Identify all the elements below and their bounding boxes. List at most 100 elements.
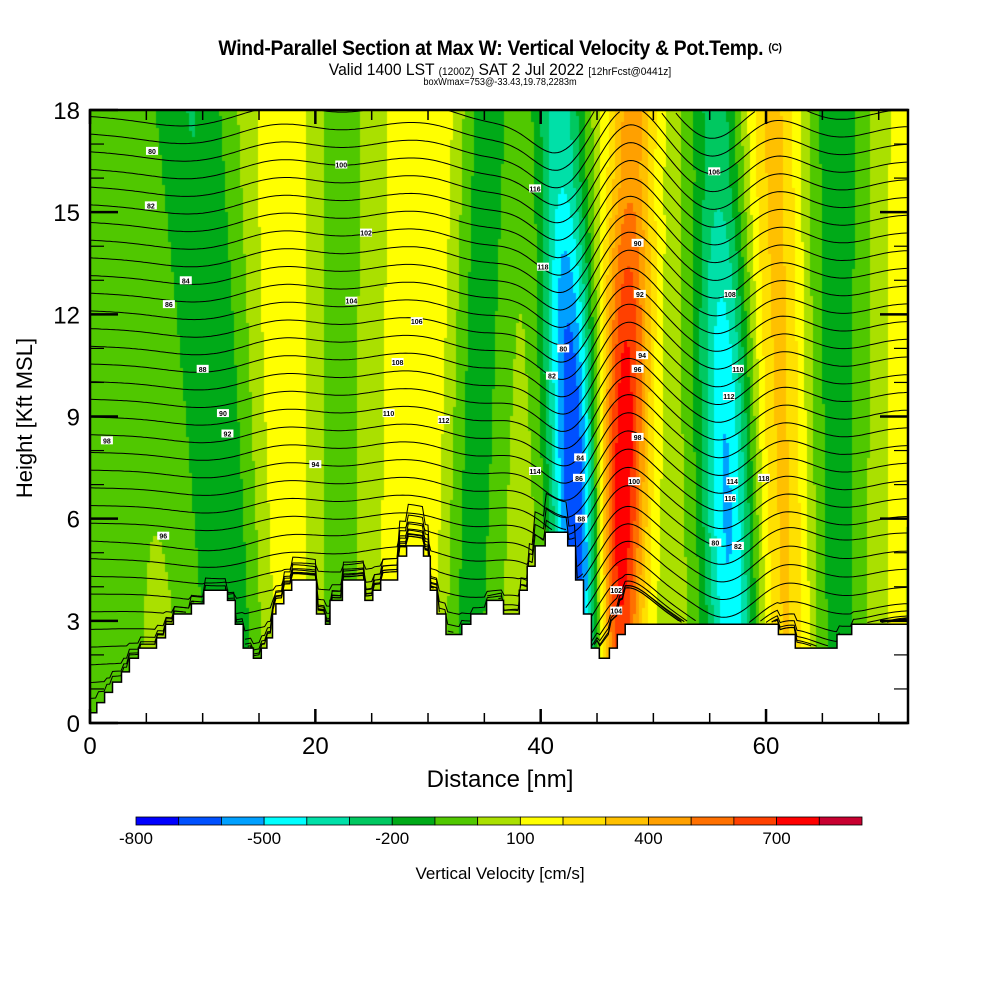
svg-text:88: 88 bbox=[199, 367, 207, 374]
theta-contour-label: 104 bbox=[610, 606, 623, 616]
y-axis-label: Height [Kft MSL] bbox=[12, 337, 37, 499]
theta-contour-line bbox=[89, 110, 907, 171]
theta-contour-label: 88 bbox=[196, 364, 209, 374]
svg-text:118: 118 bbox=[758, 476, 769, 483]
colorbar-tick-label: -200 bbox=[375, 829, 409, 848]
theta-contour-label: 106 bbox=[410, 317, 423, 326]
svg-text:94: 94 bbox=[638, 353, 646, 360]
svg-text:102: 102 bbox=[360, 231, 372, 238]
theta-contour-line bbox=[89, 339, 907, 415]
colorbar-tick-label: 100 bbox=[506, 829, 534, 848]
theta-contour-label: 100 bbox=[335, 160, 348, 169]
theta-contour-label: 116 bbox=[529, 184, 542, 193]
x-axis-label: Distance [nm] bbox=[426, 766, 574, 793]
theta-contour-line bbox=[89, 412, 907, 484]
svg-text:114: 114 bbox=[727, 479, 738, 486]
svg-text:84: 84 bbox=[576, 455, 584, 462]
svg-text:88: 88 bbox=[577, 517, 585, 524]
colorbar-segment bbox=[221, 816, 265, 826]
colorbar-segment bbox=[349, 816, 393, 826]
theta-contour-line bbox=[89, 375, 907, 450]
theta-contour-label: 92 bbox=[633, 289, 646, 299]
svg-text:116: 116 bbox=[529, 186, 540, 193]
colorbar-label: Vertical Velocity [cm/s] bbox=[415, 864, 585, 883]
axis-ticks: 0 20 40 60 0 3 6 9 12 15 18 bbox=[53, 98, 908, 760]
theta-contour-label: 88 bbox=[575, 514, 588, 524]
colorbar-tick-label: 400 bbox=[634, 829, 662, 848]
colorbar-segment bbox=[690, 816, 735, 826]
title-text: Wind-Parallel Section at Max W: Vertical… bbox=[218, 37, 764, 60]
colorbar-tick-label: -800 bbox=[119, 829, 153, 848]
svg-text:110: 110 bbox=[383, 411, 394, 418]
svg-text:108: 108 bbox=[392, 360, 404, 367]
colorbar-segment bbox=[776, 816, 820, 826]
theta-contour-line bbox=[89, 505, 907, 567]
svg-text:112: 112 bbox=[438, 418, 449, 425]
colorbar-segment bbox=[263, 816, 308, 826]
theta-contour-line bbox=[90, 533, 907, 634]
theta-contour-label: 110 bbox=[731, 364, 744, 374]
colorbar-segment bbox=[434, 816, 479, 826]
svg-text:106: 106 bbox=[411, 319, 423, 326]
theta-contour-label: 82 bbox=[144, 201, 157, 210]
theta-contour-label: 114 bbox=[726, 477, 739, 486]
svg-text:82: 82 bbox=[734, 544, 742, 551]
theta-contour-label: 112 bbox=[722, 392, 735, 401]
theta-contour-label: 80 bbox=[145, 146, 158, 156]
theta-contour-label: 106 bbox=[708, 167, 721, 176]
theta-contour-line bbox=[89, 142, 907, 224]
colorbar-tick-label: -500 bbox=[247, 829, 281, 848]
theta-contour-label: 80 bbox=[709, 538, 722, 548]
theta-contour-line bbox=[89, 529, 907, 648]
theta-contour-line bbox=[89, 213, 907, 293]
y-tick-label: 9 bbox=[67, 405, 80, 432]
colorbar-segment bbox=[391, 816, 436, 826]
theta-contour-label: 108 bbox=[391, 358, 404, 367]
svg-text:100: 100 bbox=[628, 479, 640, 486]
forecast-info: [12hrFcst@0441z] bbox=[588, 66, 672, 78]
svg-text:84: 84 bbox=[182, 278, 190, 285]
theta-contour-label: 94 bbox=[636, 351, 649, 360]
svg-text:100: 100 bbox=[335, 162, 347, 169]
theta-contour-line bbox=[89, 533, 907, 600]
theta-contours bbox=[89, 109, 907, 699]
colorbar-segment bbox=[733, 816, 777, 826]
theta-contour-line bbox=[89, 357, 907, 432]
x-tick-label: 0 bbox=[83, 733, 96, 760]
theta-contour-line bbox=[89, 430, 907, 501]
theta-contour-label: 82 bbox=[545, 371, 558, 381]
svg-text:118: 118 bbox=[537, 265, 548, 272]
theta-contour-label: 90 bbox=[216, 409, 229, 418]
colorbar-segment bbox=[178, 816, 222, 826]
theta-contour-line bbox=[89, 485, 907, 548]
svg-text:80: 80 bbox=[559, 346, 567, 353]
colorbar-segment bbox=[519, 816, 564, 826]
colorbar-segment bbox=[562, 816, 607, 826]
theta-contour-label: 94 bbox=[309, 460, 322, 469]
theta-contour-labels: 80 82 84 86 88 90 92 94 96 98 100 102 104 106 108 110 11… bbox=[100, 146, 770, 616]
theta-contour-label: 118 bbox=[757, 473, 770, 483]
theta-contour-line bbox=[89, 448, 907, 519]
x-tick-label: 40 bbox=[527, 733, 554, 760]
svg-text:82: 82 bbox=[147, 203, 155, 210]
svg-text:90: 90 bbox=[634, 241, 642, 248]
theta-contour-label: 92 bbox=[221, 429, 234, 439]
svg-text:82: 82 bbox=[548, 374, 556, 381]
valid-date: SAT 2 Jul 2022 bbox=[478, 60, 584, 79]
x-tick-label: 60 bbox=[753, 733, 780, 760]
theta-contour-line bbox=[89, 177, 907, 259]
theta-contour-line bbox=[89, 394, 907, 467]
colorbar-segment bbox=[818, 816, 863, 826]
theta-contour-label: 96 bbox=[631, 364, 644, 374]
colorbar-segment bbox=[135, 816, 180, 826]
theta-contour-label: 102 bbox=[610, 586, 623, 595]
valid-prefix: Valid 1400 LST bbox=[328, 60, 435, 79]
theta-contour-line bbox=[89, 321, 907, 398]
theta-contour-line bbox=[89, 249, 907, 328]
theta-contour-line bbox=[89, 195, 907, 276]
theta-contour-line bbox=[89, 523, 907, 583]
svg-text:96: 96 bbox=[634, 367, 642, 374]
svg-text:114: 114 bbox=[529, 469, 540, 476]
svg-text:98: 98 bbox=[634, 435, 642, 442]
